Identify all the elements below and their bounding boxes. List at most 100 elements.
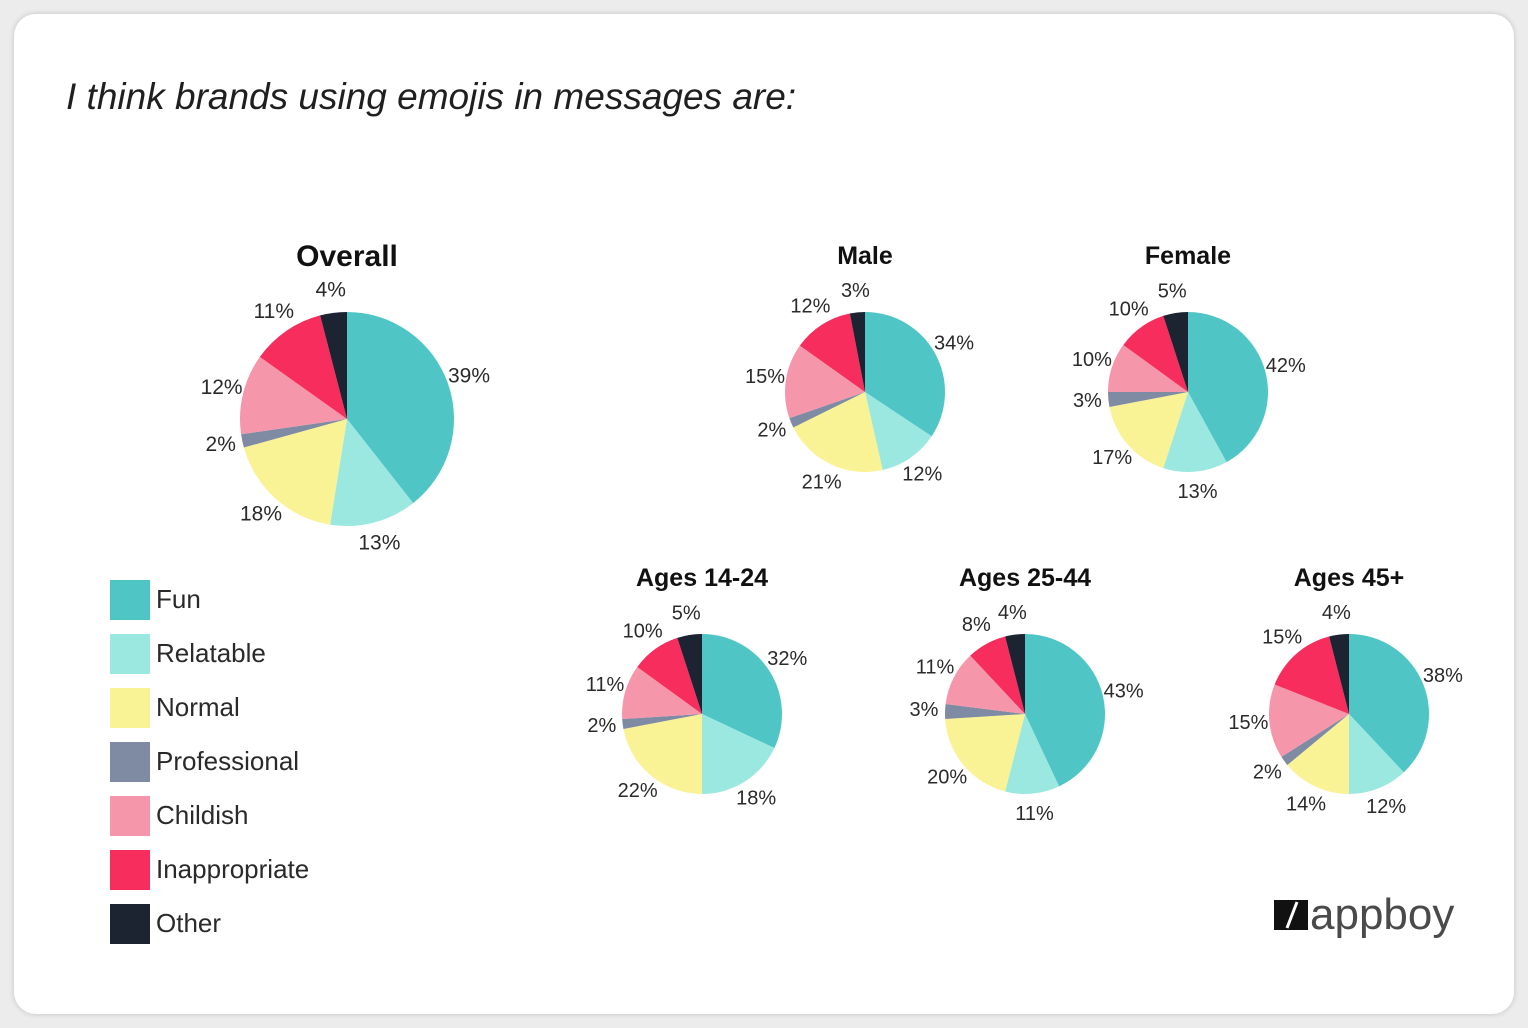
- pie-charts: Overall 39% 13% 18% 2% 12% 11% 4% Male 34% 12% 21% 2…: [201, 240, 1464, 825]
- pie-slice-relatable: [702, 714, 775, 794]
- legend-swatch-other: [110, 904, 150, 944]
- pie-chart-ages-14-24: Ages 14-24 32% 18% 22% 2% 11% 10% 5%: [586, 564, 808, 810]
- legend-label: Normal: [156, 692, 240, 722]
- pie-slice-childish: [945, 655, 1025, 714]
- pie-slice-childish: [1268, 684, 1349, 757]
- data-label-relatable: 13%: [1177, 481, 1217, 503]
- data-label-childish: 11%: [586, 674, 625, 696]
- pie-slice-relatable: [330, 419, 414, 527]
- pie-slice-other: [1329, 634, 1349, 714]
- legend-swatch-inappropriate: [110, 850, 150, 890]
- data-label-fun: 38%: [1423, 665, 1463, 687]
- data-label-professional: 3%: [910, 699, 939, 721]
- data-label-other: 5%: [672, 602, 701, 624]
- pie-slice-fun: [1188, 312, 1268, 463]
- pie-slice-professional: [241, 419, 347, 448]
- chart-title: Male: [837, 242, 893, 270]
- data-label-childish: 10%: [1072, 349, 1112, 371]
- data-label-fun: 32%: [767, 648, 807, 670]
- pie-chart-female: Female 42% 13% 17% 3% 10% 10% 5%: [1072, 242, 1306, 503]
- legend-swatch-relatable: [110, 634, 150, 674]
- legend-swatch-normal: [110, 688, 150, 728]
- pie-chart-male: Male 34% 12% 21% 2% 15% 12% 3%: [745, 242, 974, 493]
- data-label-inappropriate: 11%: [254, 300, 294, 323]
- data-label-normal: 22%: [618, 780, 658, 802]
- data-label-professional: 2%: [757, 419, 786, 441]
- data-label-normal: 14%: [1286, 794, 1326, 816]
- data-label-professional: 2%: [587, 715, 616, 737]
- pie-slice-inappropriate: [1123, 315, 1188, 392]
- data-label-normal: 18%: [240, 503, 282, 526]
- pie-slice-professional: [1281, 714, 1349, 765]
- pie-slice-fun: [347, 312, 454, 504]
- data-label-normal: 20%: [927, 767, 967, 789]
- pie-slice-childish: [1108, 344, 1188, 392]
- data-label-relatable: 18%: [736, 788, 776, 810]
- pie-slice-normal: [243, 419, 347, 525]
- pie-slice-other: [677, 634, 702, 714]
- pie-slice-professional: [1108, 392, 1188, 407]
- pie-chart-ages-45: Ages 45+ 38% 12% 14%2% 15% 15% 4%: [1228, 564, 1463, 818]
- pie-slice-fun: [1025, 634, 1106, 787]
- pie-slice-childish: [239, 356, 347, 435]
- data-label-normal: 21%: [802, 471, 842, 493]
- data-label-other: 5%: [1158, 280, 1187, 302]
- data-label-relatable: 13%: [358, 531, 400, 554]
- pie-slice-childish: [784, 345, 865, 419]
- data-label-professional: 3%: [1073, 390, 1102, 412]
- pie-slice-normal: [1287, 714, 1349, 794]
- data-label-inappropriate: 8%: [962, 614, 991, 636]
- legend-label: Professional: [156, 746, 300, 776]
- data-label-inappropriate: 12%: [790, 295, 830, 317]
- data-label-childish: 15%: [745, 366, 785, 388]
- data-label-professional: 2%: [206, 433, 236, 456]
- pie-slice-relatable: [1005, 714, 1060, 795]
- pie-slice-other: [849, 312, 865, 392]
- data-label-relatable: 12%: [1366, 796, 1406, 818]
- pie-slice-inappropriate: [799, 313, 865, 392]
- data-label-fun: 34%: [934, 333, 974, 355]
- page-title: I think brands using emojis in messages …: [66, 76, 797, 117]
- chart-title: Ages 14-24: [636, 564, 768, 592]
- pie-chart-ages-25-44: Ages 25-44 43% 11% 20% 3% 11% 8% 4%: [910, 564, 1144, 825]
- pie-slice-inappropriate: [1274, 636, 1349, 714]
- data-label-normal: 17%: [1092, 447, 1132, 469]
- legend-label: Fun: [156, 584, 201, 614]
- legend-swatch-professional: [110, 742, 150, 782]
- chart-card: I think brands using emojis in messages …: [14, 14, 1514, 1014]
- data-label-fun: 39%: [448, 364, 490, 387]
- chart-title: Overall: [296, 240, 398, 273]
- pie-slice-professional: [622, 714, 702, 729]
- pie-slice-fun: [865, 312, 946, 437]
- chart-title: Ages 25-44: [959, 564, 1091, 592]
- data-label-childish: 15%: [1228, 712, 1268, 734]
- legend-label: Relatable: [156, 638, 266, 668]
- chart-title: Female: [1145, 242, 1231, 270]
- data-label-fun: 42%: [1266, 355, 1306, 377]
- legend-label: Childish: [156, 800, 249, 830]
- pie-chart-overall: Overall 39% 13% 18% 2% 12% 11% 4%: [201, 240, 490, 554]
- data-label-inappropriate: 10%: [1109, 299, 1149, 321]
- pie-slice-other: [320, 312, 347, 419]
- pie-slice-inappropriate: [970, 636, 1025, 714]
- pie-slice-normal: [793, 392, 883, 472]
- legend-swatch-childish: [110, 796, 150, 836]
- pie-slice-relatable: [1163, 392, 1227, 472]
- appboy-logo: appboy: [1274, 890, 1454, 939]
- data-label-relatable: 11%: [1015, 803, 1054, 825]
- chart-title: Ages 45+: [1294, 564, 1405, 592]
- data-label-inappropriate: 15%: [1262, 626, 1302, 648]
- pie-slice-inappropriate: [637, 637, 702, 714]
- pie-slice-childish: [622, 666, 702, 720]
- pie-slice-other: [1163, 312, 1188, 392]
- pie-slice-fun: [702, 634, 783, 749]
- data-label-relatable: 12%: [902, 463, 942, 485]
- pie-slice-professional: [789, 392, 865, 428]
- legend-label: Other: [156, 908, 222, 938]
- data-label-childish: 12%: [201, 376, 243, 399]
- pie-slice-fun: [1349, 634, 1429, 773]
- data-label-fun: 43%: [1104, 680, 1144, 702]
- data-label-other: 4%: [316, 279, 346, 302]
- data-label-childish: 11%: [916, 656, 955, 678]
- pie-slice-professional: [945, 703, 1025, 720]
